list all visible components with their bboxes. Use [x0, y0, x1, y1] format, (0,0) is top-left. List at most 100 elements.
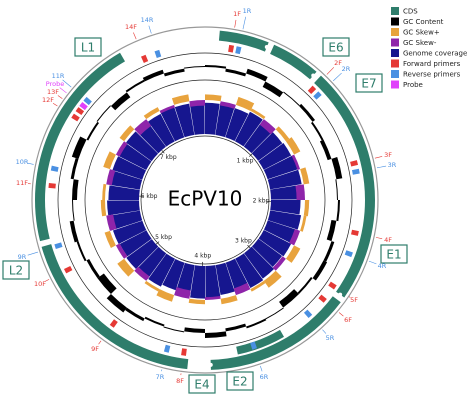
- legend-swatch: [391, 7, 399, 15]
- primer-label: 3F: [384, 151, 392, 159]
- gene-box: [322, 37, 350, 57]
- gc-skew-bar: [303, 200, 310, 217]
- coverage-bar: [258, 229, 292, 257]
- legend-swatch: [391, 49, 399, 57]
- primer-label: 12F: [42, 96, 54, 104]
- gc-skew-bar: [295, 184, 305, 200]
- legend-swatch: [391, 59, 399, 68]
- gc-skew-bar: [291, 154, 301, 170]
- gc-content-bar: [110, 92, 131, 111]
- gc-content-bar: [205, 331, 227, 338]
- primer-leader: [57, 95, 63, 99]
- primer-label: 5F: [350, 296, 358, 304]
- gc-content-bar: [336, 200, 340, 222]
- gc-skew-bar: [220, 295, 238, 305]
- coverage-bar: [225, 258, 250, 293]
- gc-skew-bar: [285, 245, 301, 263]
- coverage-bar: [270, 200, 301, 215]
- primer-leader: [368, 260, 377, 265]
- primer-mark: [50, 165, 59, 172]
- legend-label: CDS: [403, 8, 418, 16]
- gc-content-bar: [72, 200, 75, 221]
- gc-skew-bar: [235, 96, 255, 111]
- coverage-bar: [235, 253, 264, 288]
- primer-mark: [228, 44, 235, 53]
- primer-mark: [307, 85, 317, 95]
- primer-label: 11F: [16, 179, 28, 187]
- legend-swatch: [391, 80, 399, 89]
- primer-leader: [348, 296, 351, 298]
- primer-mark: [79, 102, 88, 111]
- primer-label: 14R: [141, 16, 154, 24]
- gc-content-bar: [323, 241, 335, 262]
- legend-label: GC Skew+: [403, 29, 440, 37]
- primer-label: 2R: [342, 65, 351, 73]
- gc-skew-bar: [188, 298, 205, 305]
- gene-box: [188, 374, 216, 394]
- gc-skew-bar: [104, 230, 116, 248]
- gc-content-bar: [76, 241, 87, 262]
- coverage-bar: [263, 220, 299, 245]
- gc-skew-bar: [250, 280, 266, 292]
- cds-end: [338, 292, 343, 297]
- gc-content-bar: [86, 259, 100, 279]
- gc-content-bar: [262, 81, 284, 98]
- primer-label: 2F: [334, 59, 342, 67]
- kbp-tick: [249, 153, 253, 157]
- gc-skew-bar: [263, 270, 282, 288]
- primer-leader: [260, 365, 263, 372]
- coverage-bar: [205, 102, 220, 135]
- gc-content-bar: [335, 179, 338, 200]
- primer-mark: [350, 160, 359, 167]
- gc-skew-bar: [134, 266, 150, 281]
- legend-label: Reverse primers: [403, 71, 461, 79]
- coverage-bar: [148, 113, 175, 147]
- primer-label: 6R: [260, 373, 269, 381]
- legend-label: Forward primers: [403, 60, 461, 68]
- legend-label: Probe: [403, 81, 423, 89]
- gc-skew-bar: [134, 119, 152, 136]
- primer-label: 3R: [388, 161, 397, 169]
- coverage-bar: [205, 265, 221, 298]
- gc-skew-bar: [115, 141, 128, 157]
- primer-leader: [322, 329, 327, 334]
- cds-arc: [270, 44, 317, 80]
- ring-line: [84, 79, 326, 321]
- primer-mark: [313, 91, 322, 100]
- primer-label: 9F: [91, 345, 99, 353]
- legend-swatch: [391, 38, 399, 47]
- primer-mark: [75, 107, 85, 116]
- primer-leader: [59, 87, 67, 94]
- ring-line: [57, 52, 353, 348]
- primer-leader: [326, 67, 335, 75]
- gc-content-bar: [72, 179, 79, 200]
- gc-skew-bar: [102, 183, 107, 200]
- gc-content-bar: [184, 327, 205, 333]
- coverage-bar: [251, 238, 283, 267]
- legend-swatch: [391, 17, 399, 26]
- outer-ring: [31, 26, 379, 374]
- coverage-bar: [112, 220, 147, 245]
- coverage-bar: [190, 265, 205, 299]
- coverage-bar: [244, 246, 275, 279]
- legend-swatch: [391, 28, 399, 36]
- gc-content-bar: [279, 289, 300, 308]
- gc-skew-bar: [144, 280, 160, 292]
- primer-label: 14F: [125, 23, 137, 31]
- primer-mark: [181, 348, 187, 356]
- gc-skew-bar: [285, 137, 301, 155]
- legend-swatch: [391, 70, 399, 78]
- primer-leader: [98, 340, 102, 345]
- coverage-bar: [112, 156, 147, 180]
- gc-skew-bar: [272, 256, 286, 271]
- primer-mark: [250, 341, 257, 350]
- primer-label: 10R: [16, 158, 29, 166]
- gc-content-bar: [326, 220, 337, 242]
- primer-mark: [83, 96, 92, 106]
- coverage-bar: [225, 108, 249, 142]
- map-title: EcPV10: [168, 187, 243, 211]
- gc-skew-bar: [117, 258, 135, 277]
- gc-skew-bar: [103, 151, 116, 170]
- primer-mark: [235, 46, 242, 55]
- gc-content-bar: [331, 157, 343, 180]
